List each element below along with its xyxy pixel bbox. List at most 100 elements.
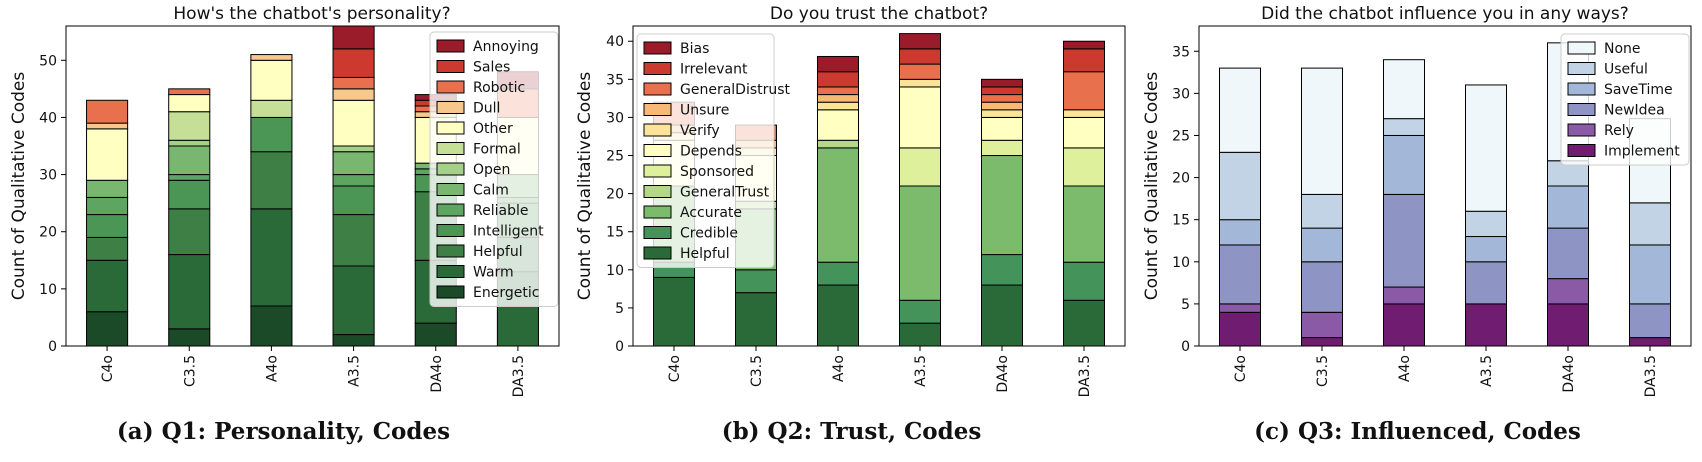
bar-none-a4o bbox=[1383, 59, 1425, 120]
bar-formal-c35 bbox=[168, 111, 211, 141]
axes-frame bbox=[65, 25, 560, 347]
bar-calm-c4o bbox=[86, 179, 129, 198]
legend-swatch-other bbox=[436, 121, 465, 135]
legend-label-irrelevant: Irrelevant bbox=[680, 62, 748, 78]
legend-swatch-helpful bbox=[643, 246, 672, 260]
bar-credible-da4o bbox=[981, 254, 1023, 286]
bar-useful-c35 bbox=[1301, 193, 1343, 229]
bar-savetime-c4o bbox=[1219, 219, 1261, 246]
bar-savetime-a4o bbox=[1383, 134, 1425, 195]
bar-implement-c4o bbox=[1219, 311, 1261, 347]
legend-swatch-verify bbox=[643, 123, 672, 137]
bar-none-c35 bbox=[1301, 67, 1343, 195]
y-tick-label: 5 bbox=[1181, 297, 1190, 313]
bar-helpful-a4o bbox=[250, 151, 293, 210]
y-tick-label: 40 bbox=[39, 110, 57, 126]
legend-label-helpful: Helpful bbox=[473, 244, 523, 260]
chart-panel-0: How's the chatbot's personality? Count of… bbox=[9, 4, 560, 397]
legend-swatch-open bbox=[436, 162, 465, 176]
bar-useful-da35 bbox=[1629, 202, 1671, 246]
legend-swatch-savetime bbox=[1567, 82, 1596, 96]
bar-robotic-c4o bbox=[86, 99, 129, 124]
bar-irrelevant-a35 bbox=[899, 48, 941, 65]
legend-label-sales: Sales bbox=[473, 60, 510, 76]
legend-label-unsure: Unsure bbox=[680, 103, 729, 119]
legend-label-verify: Verify bbox=[680, 123, 720, 139]
legend-box bbox=[429, 31, 559, 307]
legend-swatch-robotic bbox=[436, 80, 465, 94]
bar-generaldistrust-a35 bbox=[899, 63, 941, 80]
legend-label-bias: Bias bbox=[680, 41, 709, 57]
legend-label-sponsored: Sponsored bbox=[680, 164, 754, 180]
legend-swatch-rely bbox=[1567, 123, 1596, 137]
y-tick-label: 15 bbox=[1172, 213, 1190, 229]
bar-helpful-c35 bbox=[168, 208, 211, 256]
bar-helpful-c4o bbox=[653, 276, 695, 347]
bar-dull-a4o bbox=[250, 54, 293, 61]
legend-swatch-newidea bbox=[1567, 103, 1596, 116]
x-tick-label: C3.5 bbox=[749, 355, 765, 387]
legend-label-open: Open bbox=[473, 162, 510, 178]
legend-swatch-useful bbox=[1567, 62, 1596, 75]
bar-other-c35 bbox=[168, 94, 211, 113]
legend-label-helpful: Helpful bbox=[680, 246, 730, 262]
bar-generaldistrust-da4o bbox=[981, 94, 1023, 103]
chart-title: How's the chatbot's personality? bbox=[173, 4, 450, 24]
chart-title: Do you trust the chatbot? bbox=[770, 4, 988, 24]
bar-helpful-da4o bbox=[981, 284, 1023, 347]
x-tick-label: DA3.5 bbox=[1643, 355, 1659, 397]
bar-irrelevant-a4o bbox=[817, 71, 859, 88]
legend-swatch-energetic bbox=[436, 285, 465, 299]
legend-label-rely: Rely bbox=[1604, 123, 1634, 139]
y-tick-label: 10 bbox=[39, 282, 57, 298]
legend-label-other: Other bbox=[473, 121, 513, 137]
x-tick-label: DA4o bbox=[1561, 355, 1577, 393]
y-axis-label: Count of Qualitative Codes bbox=[9, 72, 29, 301]
legend-swatch-none bbox=[1567, 41, 1596, 55]
bar-verify-da35 bbox=[1063, 109, 1105, 118]
y-tick-label: 0 bbox=[615, 339, 624, 355]
bar-implement-c35 bbox=[1301, 337, 1343, 347]
bar-savetime-da35 bbox=[1629, 244, 1671, 305]
legend-label-credible: Credible bbox=[680, 226, 738, 242]
legend-swatch-annoying bbox=[436, 39, 465, 53]
bar-accurate-da4o bbox=[981, 155, 1023, 256]
legend-label-depends: Depends bbox=[680, 144, 742, 160]
bar-credible-da35 bbox=[1063, 261, 1105, 301]
legend-swatch-generaltrust bbox=[643, 185, 672, 198]
bar-intelligent-a4o bbox=[250, 116, 293, 153]
bar-bias-da4o bbox=[981, 78, 1023, 88]
bar-open-c35 bbox=[168, 139, 211, 147]
caption-a: (a) Q1: Personality, Codes bbox=[116, 418, 451, 445]
y-tick-label: 30 bbox=[39, 168, 57, 184]
bar-accurate-da35 bbox=[1063, 185, 1105, 263]
bar-credible-a4o bbox=[817, 261, 859, 286]
legend-label-implement: Implement bbox=[1604, 144, 1680, 160]
bar-implement-da4o bbox=[1547, 303, 1589, 347]
x-tick-label: C3.5 bbox=[182, 355, 198, 387]
legend-label-robotic: Robotic bbox=[473, 80, 525, 96]
x-tick-label: DA3.5 bbox=[511, 355, 527, 397]
bar-irrelevant-da4o bbox=[981, 86, 1023, 96]
bar-depends-da35 bbox=[1063, 116, 1105, 149]
bar-helpful-c4o bbox=[86, 236, 129, 261]
bar-warm-a35 bbox=[332, 265, 375, 336]
x-tick-label: C4o bbox=[1233, 355, 1249, 382]
bar-robotic-a35 bbox=[332, 76, 375, 90]
y-tick-label: 10 bbox=[1172, 255, 1190, 271]
bar-newidea-a35 bbox=[1465, 261, 1507, 305]
y-tick-label: 35 bbox=[606, 72, 624, 88]
y-tick-label: 5 bbox=[615, 301, 624, 317]
y-tick-label: 50 bbox=[39, 53, 57, 69]
bar-newidea-c4o bbox=[1219, 244, 1261, 305]
bar-dull-a35 bbox=[332, 88, 375, 101]
y-tick-label: 25 bbox=[606, 149, 624, 165]
legend-swatch-formal bbox=[436, 142, 465, 155]
bar-open-a35 bbox=[332, 145, 375, 153]
bar-other-c4o bbox=[86, 128, 129, 181]
legend-swatch-generaldistrust bbox=[643, 82, 672, 96]
bar-newidea-c35 bbox=[1301, 261, 1343, 313]
bar-depends-a35 bbox=[899, 86, 941, 149]
bar-bias-da35 bbox=[1063, 40, 1105, 50]
x-tick-label: A3.5 bbox=[347, 355, 363, 387]
